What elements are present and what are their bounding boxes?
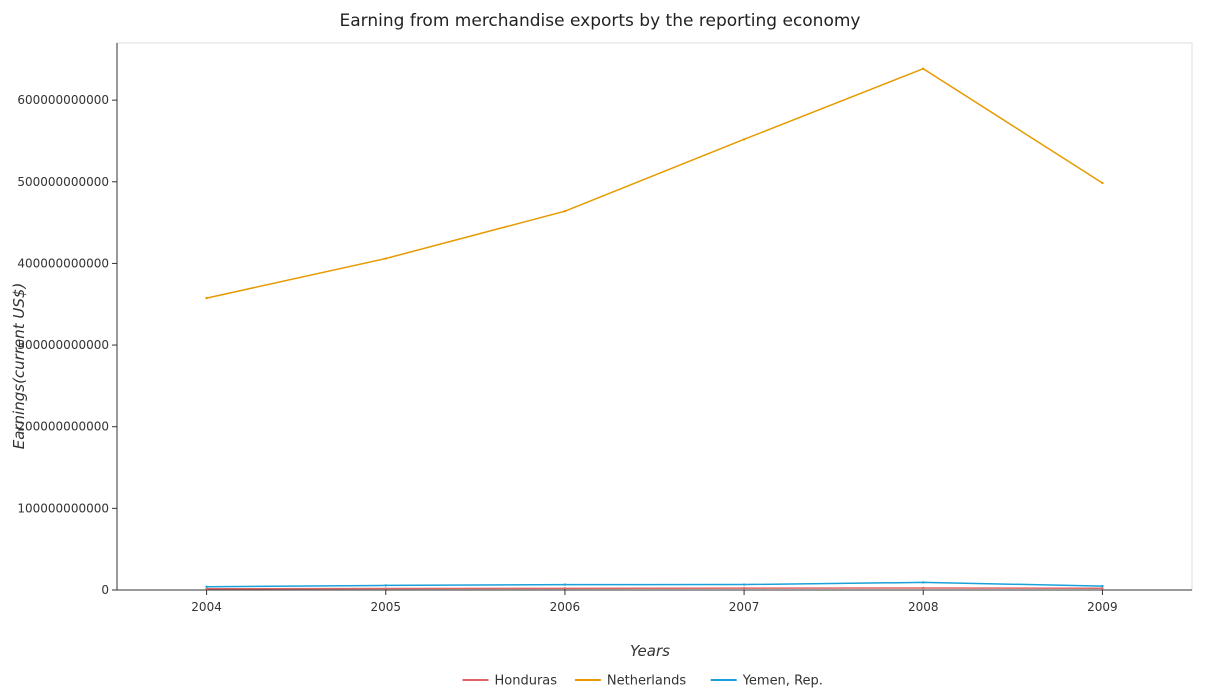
x-tick-label: 2006 — [550, 600, 581, 614]
data-point-honduras — [205, 587, 208, 590]
x-tick-label: 2005 — [370, 600, 401, 614]
legend-label-honduras: Honduras — [495, 674, 558, 689]
data-point-yemen-rep — [205, 585, 208, 588]
data-point-yemen-rep — [384, 584, 387, 587]
plot-border — [116, 42, 1193, 591]
data-point-netherlands — [922, 67, 925, 70]
legend: Honduras Netherlands Yemen, Rep. — [462, 674, 823, 689]
data-point-netherlands — [742, 138, 746, 141]
y-tick-label: 100000000000 — [17, 501, 109, 515]
data-point-netherlands — [563, 209, 567, 213]
y-tick-label: 500000000000 — [17, 175, 109, 189]
x-tick-label: 2008 — [908, 600, 939, 614]
data-point-honduras — [1101, 587, 1104, 590]
data-point-yemen-rep — [563, 583, 567, 586]
series-line-honduras — [206, 587, 1103, 590]
x-tick-label: 2007 — [729, 600, 760, 614]
legend-label-yemen-rep: Yemen, Rep. — [742, 674, 823, 689]
y-tick-label: 0 — [101, 583, 109, 597]
x-tick-label: 2009 — [1087, 600, 1118, 614]
data-point-yemen-rep — [742, 583, 746, 586]
x-axis-label: Years — [630, 642, 670, 660]
series-line-yemen-rep — [206, 581, 1103, 588]
data-point-honduras — [563, 587, 567, 590]
data-point-honduras — [922, 586, 925, 590]
y-tick-label: 600000000000 — [17, 93, 109, 107]
series-layer — [205, 67, 1104, 590]
y-tick-label: 300000000000 — [17, 338, 109, 352]
plot-area — [116, 42, 1193, 591]
y-tick-label: 200000000000 — [17, 420, 109, 434]
data-point-netherlands — [205, 296, 208, 300]
y-axis-label: Earnings(current US$) — [10, 283, 28, 450]
data-point-yemen-rep — [1101, 584, 1104, 588]
x-axis: 2004 2005 2006 2007 2008 2009 — [191, 590, 1118, 614]
x-tick-label: 2004 — [191, 600, 222, 614]
data-point-yemen-rep — [922, 581, 925, 584]
legend-label-netherlands: Netherlands — [607, 674, 686, 689]
series-line-netherlands — [206, 67, 1103, 299]
data-point-honduras — [742, 586, 746, 590]
data-point-honduras — [384, 587, 387, 590]
data-point-netherlands — [1101, 181, 1104, 185]
y-axis: 0 100000000000 200000000000 300000000000 400… — [17, 93, 117, 597]
chart-title: Earning from merchandise exports by the … — [340, 11, 861, 31]
y-tick-label: 400000000000 — [17, 256, 109, 270]
data-point-netherlands — [384, 257, 387, 260]
